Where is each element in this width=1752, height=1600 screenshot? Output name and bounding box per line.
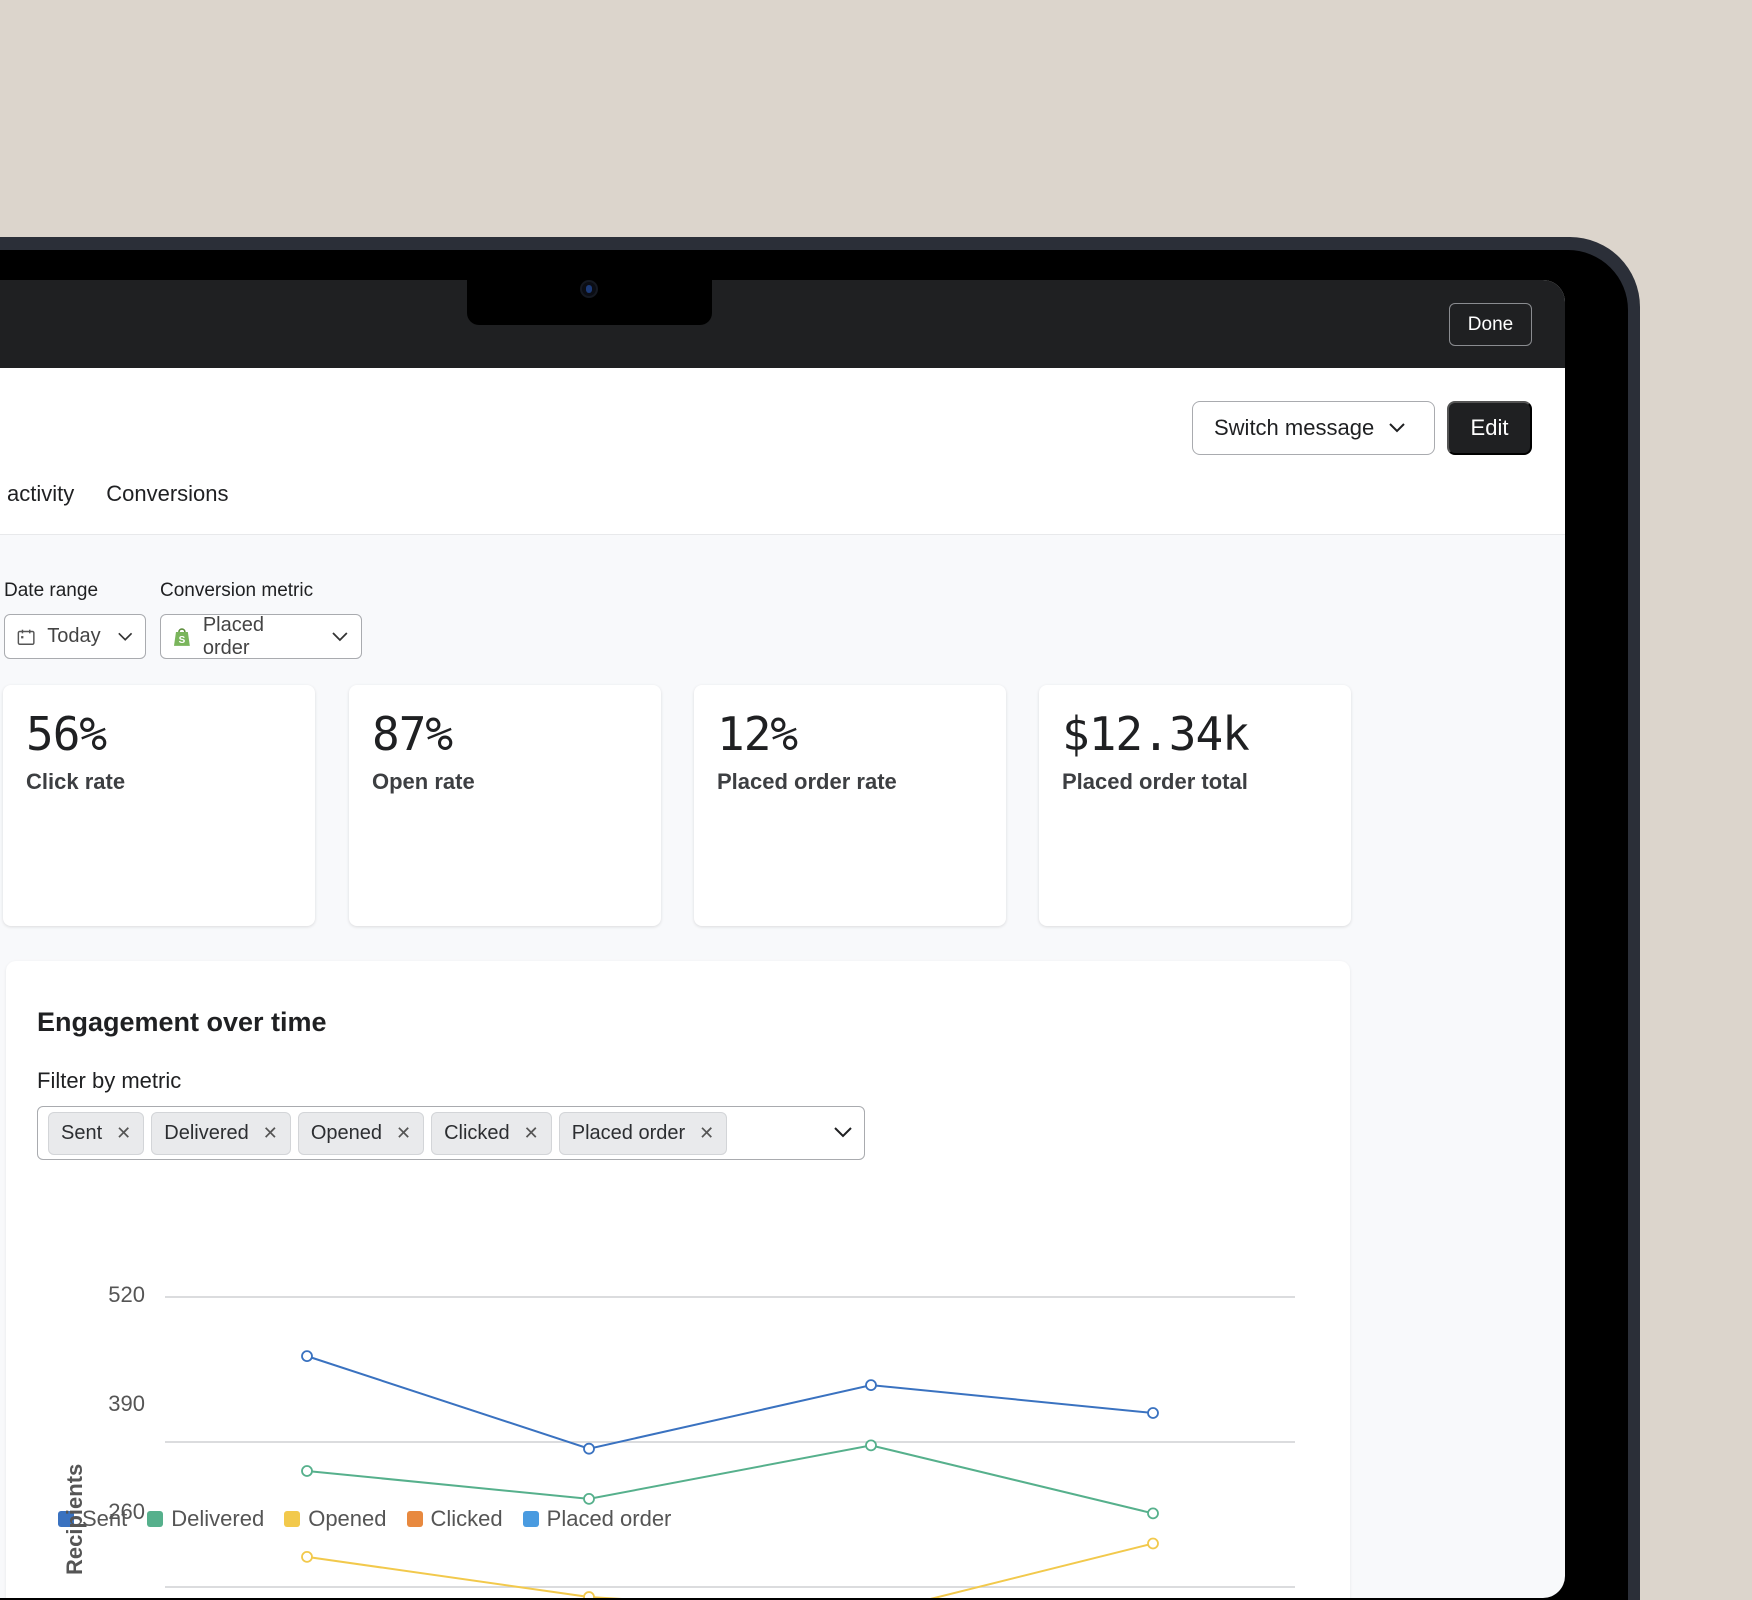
chip-sent: Sent ✕ xyxy=(48,1111,145,1155)
y-tick-label: 520 xyxy=(108,1282,145,1307)
stat-label: Placed order rate xyxy=(717,769,897,794)
chip-delivered: Delivered ✕ xyxy=(151,1111,291,1155)
stat-label: Click rate xyxy=(26,769,126,794)
data-point[interactable] xyxy=(865,1379,877,1392)
remove-icon[interactable]: ✕ xyxy=(699,1122,715,1143)
swatch-icon xyxy=(406,1511,423,1527)
swatch-icon xyxy=(58,1511,74,1527)
remove-icon[interactable]: ✕ xyxy=(523,1122,539,1143)
stat-label: Placed order total xyxy=(1062,769,1248,794)
data-point[interactable] xyxy=(865,1439,877,1452)
y-axis-label: Recipients xyxy=(62,1464,87,1575)
engagement-card: Engagement over time Filter by metric Se… xyxy=(6,961,1350,1598)
engagement-title: Engagement over time xyxy=(37,1007,327,1037)
stat-value: 87% xyxy=(372,707,453,761)
chip-label: Opened xyxy=(310,1121,382,1144)
stat-card-placed-order-rate: 12% Placed order rate xyxy=(694,685,1006,926)
conversion-metric-select[interactable]: S Placed order xyxy=(160,614,362,659)
chevron-down-icon xyxy=(332,631,348,641)
series-line xyxy=(306,1542,1154,1598)
remove-icon[interactable]: ✕ xyxy=(116,1122,132,1143)
data-point[interactable] xyxy=(301,1350,313,1363)
stat-card-open-rate: 87% Open rate xyxy=(349,685,661,926)
chip-label: Placed order xyxy=(571,1121,686,1144)
chip-label: Sent xyxy=(61,1121,103,1144)
conversion-metric-filter: Conversion metric S Placed order xyxy=(160,580,362,659)
switch-message-label: Switch message xyxy=(1214,415,1375,440)
date-range-value: Today xyxy=(47,625,101,647)
data-point[interactable] xyxy=(1147,1407,1159,1419)
stat-value: $12.34k xyxy=(1062,707,1250,761)
data-point[interactable] xyxy=(583,1591,595,1598)
calendar-icon xyxy=(17,629,35,645)
tab-activity[interactable]: activity xyxy=(7,481,75,506)
legend-item-delivered[interactable]: Delivered xyxy=(147,1506,264,1532)
filter-bar: Date range Today Conversion metric S Pla… xyxy=(4,580,362,659)
legend-label: Opened xyxy=(308,1506,387,1531)
filter-by-metric-label: Filter by metric xyxy=(37,1068,182,1093)
series-line xyxy=(306,1444,1154,1515)
remove-icon[interactable]: ✕ xyxy=(396,1122,412,1143)
edit-button[interactable]: Edit xyxy=(1447,401,1532,455)
legend-label: Delivered xyxy=(171,1506,265,1531)
chip-clicked: Clicked ✕ xyxy=(431,1111,552,1155)
date-range-select[interactable]: Today xyxy=(4,614,146,659)
legend-item-sent[interactable]: Sent xyxy=(58,1506,127,1532)
data-point[interactable] xyxy=(583,1442,595,1455)
chart-legend: Sent Delivered Opened Clicked Placed ord… xyxy=(58,1506,671,1532)
toolbar: Switch message Edit activity Conversions xyxy=(0,368,1565,535)
switch-message-dropdown[interactable]: Switch message xyxy=(1192,401,1435,455)
metric-multiselect[interactable]: Sent ✕ Delivered ✕ Opened ✕ Clicked ✕ Placed… xyxy=(37,1106,865,1160)
swatch-icon xyxy=(147,1511,164,1527)
data-point[interactable] xyxy=(583,1492,595,1505)
stat-label: Open rate xyxy=(372,769,475,794)
chevron-down-icon xyxy=(1389,423,1405,433)
stat-value: 56% xyxy=(26,707,107,761)
stat-value: 12% xyxy=(717,707,798,761)
legend-item-opened[interactable]: Opened xyxy=(284,1506,387,1532)
legend-label: Placed order xyxy=(546,1506,672,1531)
series-line xyxy=(306,1355,1154,1450)
engagement-line-chart: 520 390 260 Recipients xyxy=(62,1282,1295,1598)
conversion-metric-label: Conversion metric xyxy=(160,580,314,601)
tab-conversions[interactable]: Conversions xyxy=(106,481,229,506)
camera-icon xyxy=(580,280,598,298)
chip-placed-order: Placed order ✕ xyxy=(558,1111,728,1155)
legend-item-placed-order[interactable]: Placed order xyxy=(522,1506,672,1532)
date-range-label: Date range xyxy=(4,580,99,601)
swatch-icon xyxy=(522,1511,539,1527)
stat-card-placed-order-total: $12.34k Placed order total xyxy=(1039,685,1351,926)
legend-item-clicked[interactable]: Clicked xyxy=(406,1506,503,1532)
chip-opened: Opened ✕ xyxy=(297,1111,425,1155)
data-point[interactable] xyxy=(301,1550,313,1563)
chip-label: Delivered xyxy=(164,1121,249,1144)
shopify-bag-icon: S xyxy=(173,627,190,645)
app-header: Done xyxy=(0,280,1565,368)
legend-label: Sent xyxy=(82,1506,128,1531)
y-tick-label: 390 xyxy=(108,1391,145,1416)
conversion-metric-value: Placed order xyxy=(202,613,264,659)
data-point[interactable] xyxy=(1147,1507,1159,1520)
chevron-down-icon xyxy=(117,632,132,641)
date-range-filter: Date range Today xyxy=(4,580,146,659)
legend-label: Clicked xyxy=(430,1506,503,1531)
chip-label: Clicked xyxy=(444,1121,510,1144)
data-point[interactable] xyxy=(1147,1537,1159,1550)
y-tick-label: 260 xyxy=(108,1499,145,1524)
svg-text:S: S xyxy=(179,634,186,645)
stat-card-click-rate: 56% Click rate xyxy=(3,685,315,926)
remove-icon[interactable]: ✕ xyxy=(262,1122,278,1143)
tab-bar: activity Conversions xyxy=(7,481,229,507)
done-button[interactable]: Done xyxy=(1449,303,1532,346)
swatch-icon xyxy=(284,1511,301,1527)
chevron-down-icon[interactable] xyxy=(832,1121,854,1143)
data-point[interactable] xyxy=(301,1465,313,1477)
screen: Done Switch message Edit activity Conver… xyxy=(0,280,1565,1598)
